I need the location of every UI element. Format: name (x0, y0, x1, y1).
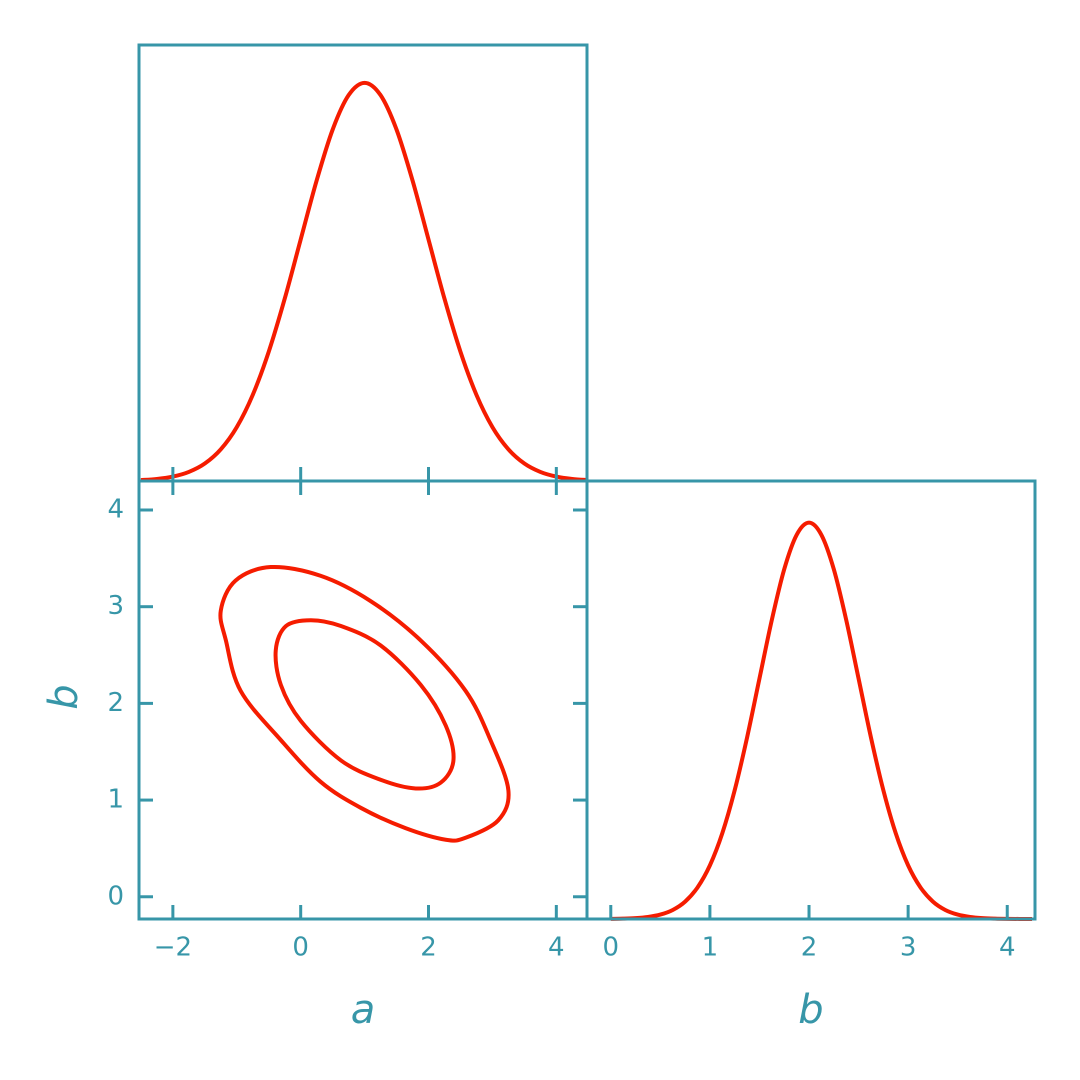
density-curve (610, 520, 1033, 921)
y-axis-label: b (41, 684, 87, 709)
x-tick-label: 3 (900, 933, 917, 963)
x-tick-label: 0 (603, 933, 620, 963)
y-tick-label: 3 (107, 591, 124, 621)
x-tick-label: −2 (154, 933, 192, 963)
panel-frame (585, 479, 1037, 921)
x-axis-label: a (351, 987, 376, 1033)
x-tick-label: 2 (801, 933, 818, 963)
x-tick-label: 1 (702, 933, 719, 963)
y-tick-label: 1 (107, 785, 124, 815)
contour-line (218, 564, 511, 843)
density-curve (140, 80, 589, 483)
x-axis-label: b (798, 987, 823, 1033)
x-tick-label: 2 (420, 933, 437, 963)
y-tick-label: 0 (107, 881, 124, 911)
y-tick-label: 2 (107, 688, 124, 718)
contour-line (273, 618, 456, 791)
x-tick-label: 4 (548, 933, 565, 963)
x-tick-label: 0 (292, 933, 309, 963)
x-tick-label: 4 (999, 933, 1016, 963)
y-tick-label: 4 (107, 495, 124, 525)
